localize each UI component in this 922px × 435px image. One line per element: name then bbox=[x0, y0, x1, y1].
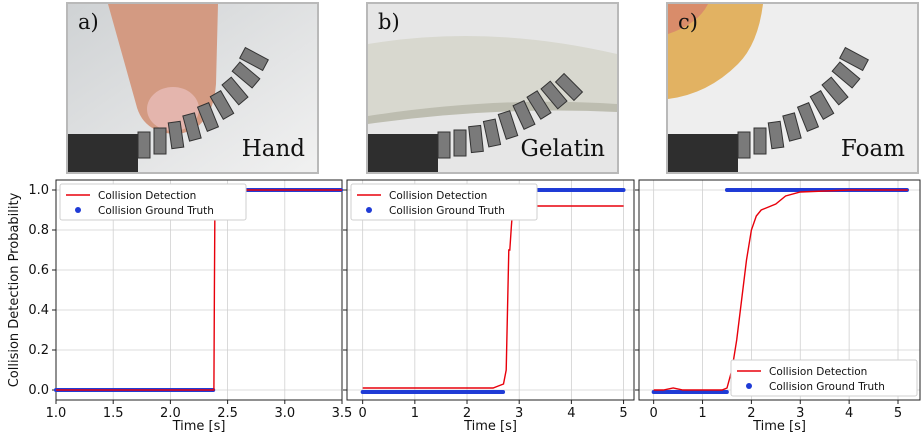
axes-frame bbox=[346, 179, 635, 401]
legend-label: Collision Ground Truth bbox=[389, 205, 505, 217]
gelatin-photo-image bbox=[368, 4, 617, 172]
x-tick-label: 1 bbox=[698, 406, 706, 421]
x-tick-label: 2.5 bbox=[217, 406, 238, 421]
legend-box bbox=[350, 183, 538, 221]
axes-frame bbox=[638, 179, 921, 401]
x-tick-label: 5 bbox=[894, 406, 902, 421]
x-axis-label: Time [s] bbox=[463, 419, 517, 434]
ground-truth-point bbox=[501, 390, 506, 394]
legend-point-swatch bbox=[746, 383, 752, 389]
legend-box bbox=[59, 183, 247, 221]
x-tick-label: 2.0 bbox=[160, 406, 181, 421]
photo-letter: c) bbox=[678, 10, 698, 34]
x-tick-label: 1 bbox=[411, 406, 419, 421]
x-axis-label: Time [s] bbox=[172, 419, 226, 434]
collision-detection-line bbox=[653, 189, 908, 391]
legend-label: Collision Detection bbox=[769, 366, 867, 378]
y-tick-label: 0.4 bbox=[28, 303, 49, 318]
legend: Collision Detection Collision Ground Trut… bbox=[59, 183, 247, 221]
legend: Collision Detection Collision Ground Trut… bbox=[730, 359, 918, 397]
x-tick-label: 0 bbox=[359, 406, 367, 421]
ground-truth-point bbox=[621, 188, 626, 192]
x-tick-label: 2 bbox=[747, 406, 755, 421]
y-tick-label: 1.0 bbox=[28, 183, 49, 198]
legend-point-swatch bbox=[366, 207, 372, 213]
x-tick-label: 4 bbox=[567, 406, 575, 421]
x-tick-label: 2 bbox=[463, 406, 471, 421]
x-axis-label: Time [s] bbox=[752, 419, 806, 434]
legend-point-swatch bbox=[75, 207, 81, 213]
photo-letter: b) bbox=[378, 10, 400, 34]
collision-detection-line bbox=[56, 189, 342, 391]
chart-1: 1.0 1.5 2.0 2.5 3.0 3.5 0.0 0.2 0.4 0.6 0.8 1.0 Time… bbox=[7, 179, 353, 434]
photo-gelatin: b) Gelatin bbox=[366, 2, 619, 174]
y-tick-label: 0.8 bbox=[28, 223, 49, 238]
legend: Collision Detection Collision Ground Trut… bbox=[350, 183, 538, 221]
collision-detection-line bbox=[362, 205, 624, 389]
photo-foam: c) Foam bbox=[666, 2, 919, 174]
photo-caption: Foam bbox=[840, 136, 905, 162]
photo-letter: a) bbox=[78, 10, 99, 34]
legend-label: Collision Ground Truth bbox=[98, 205, 214, 217]
legend-label: Collision Ground Truth bbox=[769, 381, 885, 393]
y-tick-label: 0.0 bbox=[28, 383, 49, 398]
y-tick-label: 0.2 bbox=[28, 343, 49, 358]
legend-label: Collision Detection bbox=[389, 190, 487, 202]
x-tick-label: 0 bbox=[650, 406, 658, 421]
hand-photo-image bbox=[68, 4, 317, 172]
x-tick-label: 3.0 bbox=[274, 406, 295, 421]
x-tick-label: 5 bbox=[619, 406, 627, 421]
photo-caption: Gelatin bbox=[520, 136, 605, 162]
x-tick-label: 3 bbox=[796, 406, 804, 421]
y-axis-label: Collision Detection Probability bbox=[7, 192, 22, 387]
foam-photo-image bbox=[668, 4, 917, 172]
y-tick-label: 0.6 bbox=[28, 263, 49, 278]
axes-frame bbox=[55, 179, 343, 401]
photo-caption: Hand bbox=[241, 136, 305, 162]
x-tick-label: 4 bbox=[845, 406, 853, 421]
x-tick-label: 3 bbox=[515, 406, 523, 421]
x-tick-label: 1.0 bbox=[46, 406, 67, 421]
ground-truth-point bbox=[724, 390, 729, 394]
legend-label: Collision Detection bbox=[98, 190, 196, 202]
legend-box bbox=[730, 359, 918, 397]
photo-hand: a) Hand bbox=[66, 2, 319, 174]
x-tick-label: 1.5 bbox=[103, 406, 124, 421]
x-tick-label: 3.5 bbox=[332, 406, 353, 421]
